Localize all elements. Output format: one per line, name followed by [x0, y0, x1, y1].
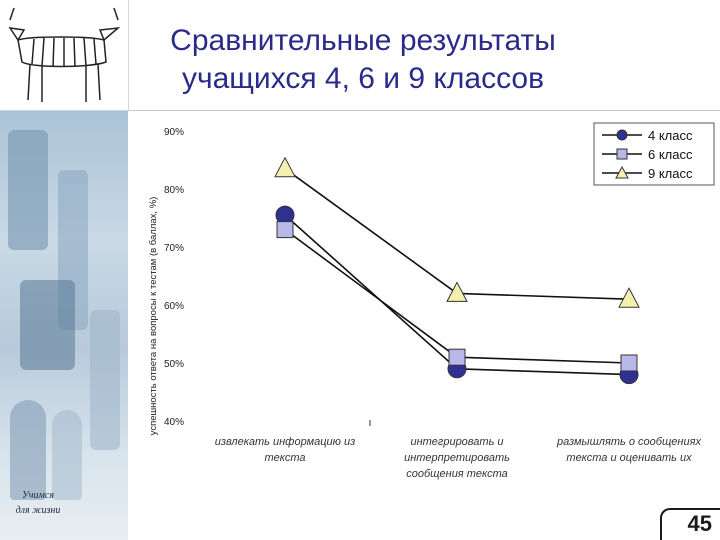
- legend-marker-shape: [615, 165, 629, 179]
- x-tick-label: интегрировать и: [410, 436, 503, 448]
- slide-title: Сравнительные результаты учащихся 4, 6 и…: [128, 22, 598, 98]
- series-line: [284, 168, 630, 300]
- x-tick-label: сообщения текста: [406, 468, 508, 480]
- data-point: [274, 156, 296, 178]
- page-number: 45: [687, 511, 712, 536]
- x-tick-label: текста: [264, 452, 305, 464]
- legend-marker-shape: [616, 148, 628, 160]
- legend-label: 6 класс: [648, 147, 693, 162]
- tagline-line-2: для жизни: [15, 505, 61, 516]
- legend-label: 4 класс: [648, 128, 693, 143]
- y-tick-label: 90%: [164, 127, 184, 138]
- legend-marker: [616, 148, 628, 160]
- legend-marker-shape: [616, 129, 628, 141]
- series-3: [274, 156, 640, 308]
- x-tick-label: интерпретировать: [404, 452, 510, 464]
- legend-label: 9 класс: [648, 166, 693, 181]
- page-number-box: [660, 508, 720, 540]
- line-chart: 40% 50% 60% 70% 80% 90% извлекать информацию …: [148, 122, 715, 480]
- legend: 4 класс 6 класс 9 класс: [593, 122, 715, 186]
- legend-item: 9 класс: [602, 165, 693, 181]
- series-2: [276, 221, 638, 372]
- y-axis-label: успешность ответа на вопросы к тестам (в…: [148, 197, 159, 436]
- series-layer: [274, 156, 640, 385]
- legend-item: 6 класс: [602, 147, 693, 162]
- data-point: [618, 287, 640, 308]
- x-tick-label: размышлять о сообщениях: [556, 436, 701, 448]
- y-tick-label: 70%: [164, 243, 184, 254]
- data-point: [276, 221, 294, 239]
- y-tick-label: 50%: [164, 359, 184, 370]
- tagline-line-1: Учимся: [22, 490, 54, 501]
- x-tick-label: извлекать информацию из: [215, 436, 355, 448]
- legend-item: 4 класс: [602, 128, 693, 143]
- data-point: [448, 348, 466, 366]
- zebra-logo-icon: [8, 7, 121, 102]
- slide-title-line-1: Сравнительные результаты: [170, 24, 556, 57]
- y-tick-label: 80%: [164, 185, 184, 196]
- zebra-logo: [0, 0, 129, 111]
- legend-marker: [615, 165, 629, 179]
- y-tick-label: 40%: [164, 417, 184, 428]
- data-point: [620, 354, 638, 372]
- x-tick-labels: извлекать информацию из текста интегрирова…: [215, 436, 702, 480]
- y-tick-label: 60%: [164, 301, 184, 312]
- chart-panel: 40% 50% 60% 70% 80% 90% извлекать информацию …: [128, 110, 720, 517]
- x-tick-label: текста и оценивать их: [566, 452, 692, 464]
- y-axis: 40% 50% 60% 70% 80% 90%: [164, 127, 371, 428]
- slide-title-line-2: учащихся 4, 6 и 9 классов: [181, 62, 545, 95]
- tagline: Учимся для жизни: [2, 488, 74, 518]
- decorative-side-strip: [0, 110, 128, 540]
- data-point: [446, 281, 468, 302]
- legend-marker: [616, 129, 628, 141]
